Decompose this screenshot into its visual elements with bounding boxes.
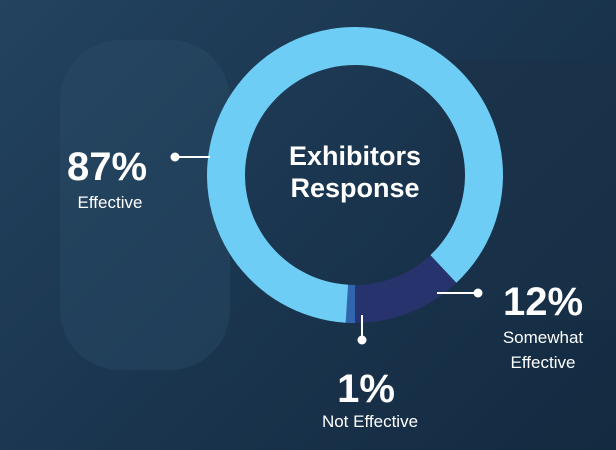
donut-segment <box>345 284 355 323</box>
category-label: Not Effective <box>322 412 418 431</box>
value-label: 12% <box>503 280 583 324</box>
donut-segment <box>355 255 457 323</box>
donut <box>206 26 504 323</box>
background-figure <box>60 40 230 370</box>
value-label: 1% <box>337 367 395 411</box>
category-label: Effective <box>78 193 143 212</box>
value-label: 87% <box>67 145 147 189</box>
category-label: Somewhat Effective <box>503 328 584 372</box>
connector-dot <box>357 335 367 345</box>
connector-dot <box>170 152 180 162</box>
chart-title: Exhibitors Response <box>288 141 422 203</box>
connector-dot <box>473 288 483 298</box>
labels: 87% Effective 12%Somewhat Effective 1%Not Ef… <box>67 145 583 431</box>
